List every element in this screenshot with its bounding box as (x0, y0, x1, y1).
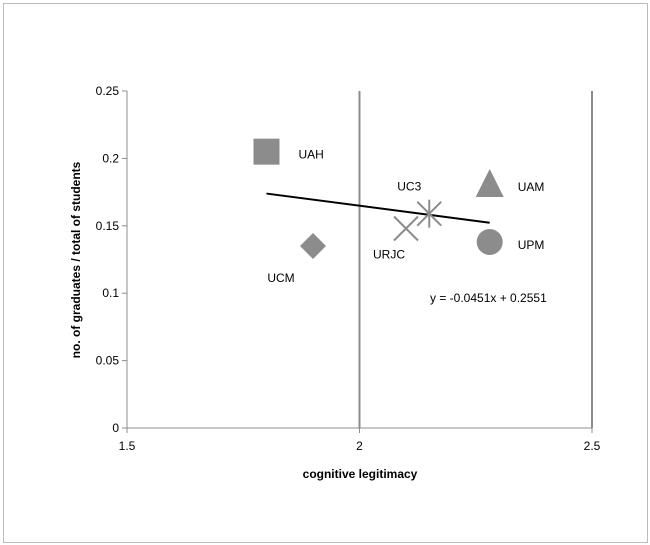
y-axis-title: no. of graduates / total of students (69, 161, 83, 358)
point-uc3 (416, 199, 442, 228)
point-upm (476, 228, 503, 255)
axes (122, 90, 593, 433)
point-label-uc3: UC3 (397, 180, 421, 194)
trendline-group (266, 192, 490, 224)
point-ucm (300, 233, 326, 260)
x-tick-label: 2 (356, 439, 363, 453)
point-label-ucm: UCM (267, 271, 294, 285)
point-uam (475, 169, 504, 198)
y-tick-label: 0.2 (102, 151, 119, 165)
y-tick-label: 0.05 (96, 354, 120, 368)
point-urjc (393, 215, 419, 242)
point-label-urjc: URJC (373, 247, 405, 261)
trendline (266, 192, 490, 224)
point-label-uam: UAM (518, 180, 545, 194)
x-tick-label: 2.5 (584, 439, 601, 453)
y-tick-label: 0.1 (102, 286, 119, 300)
data-points (253, 138, 504, 260)
x-tick-label: 1.5 (119, 439, 136, 453)
x-axis-title: cognitive legitimacy (303, 467, 418, 481)
y-tick-label: 0.25 (96, 84, 120, 98)
tick-labels: 0 0.05 0.1 0.15 0.2 0.25 1.5 2 2.5 (96, 84, 601, 453)
point-uah (253, 138, 280, 165)
chart-frame (3, 3, 648, 543)
point-label-uah: UAH (299, 148, 324, 162)
y-tick-label: 0.15 (96, 219, 120, 233)
trendline-equation: y = -0.0451x + 0.2551 (430, 291, 547, 305)
gridlines (358, 91, 593, 428)
point-urjc-stroke (393, 215, 419, 242)
point-uc3-stroke (416, 200, 442, 227)
point-label-upm: UPM (518, 238, 545, 252)
y-tick-label: 0 (112, 421, 119, 435)
point-labels: UAH UCM UC3 URJC UAM UPM (267, 148, 544, 285)
